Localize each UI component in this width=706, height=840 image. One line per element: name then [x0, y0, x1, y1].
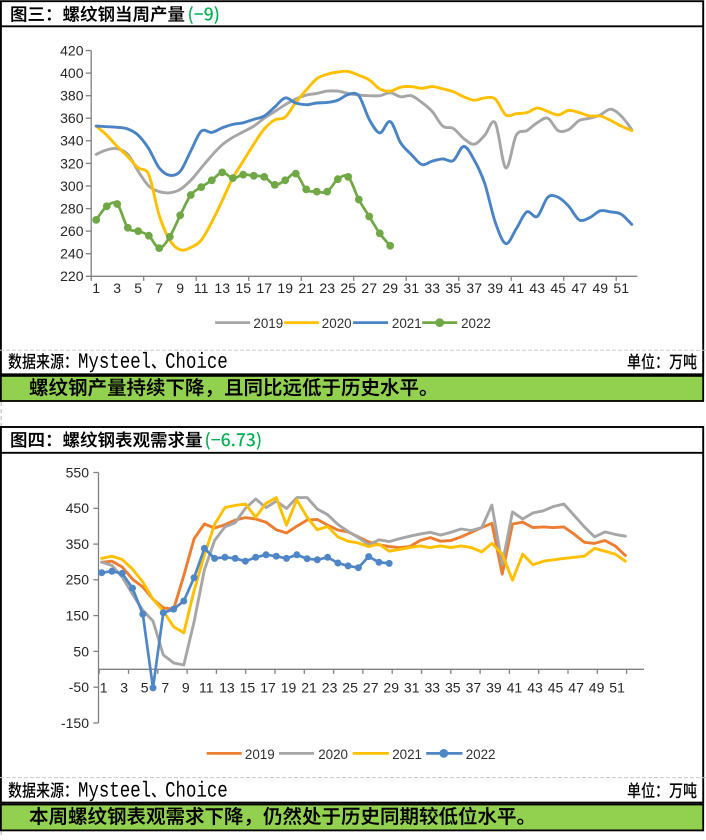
svg-text:5: 5	[141, 679, 149, 695]
svg-text:450: 450	[66, 500, 90, 516]
svg-text:45: 45	[548, 679, 564, 695]
svg-text:320: 320	[60, 155, 84, 171]
svg-text:340: 340	[60, 133, 84, 149]
svg-text:39: 39	[486, 679, 502, 695]
svg-text:-50: -50	[69, 679, 89, 695]
svg-text:9: 9	[182, 679, 190, 695]
svg-text:9: 9	[176, 280, 184, 296]
svg-text:300: 300	[60, 178, 84, 194]
svg-text:47: 47	[571, 280, 587, 296]
svg-text:240: 240	[60, 246, 84, 262]
svg-text:380: 380	[60, 88, 84, 104]
svg-text:1: 1	[92, 280, 100, 296]
svg-text:11: 11	[199, 679, 214, 695]
svg-text:2021: 2021	[392, 316, 422, 331]
svg-text:43: 43	[527, 679, 543, 695]
svg-text:2019: 2019	[253, 316, 283, 331]
svg-text:19: 19	[281, 679, 297, 695]
svg-text:2022: 2022	[466, 747, 496, 762]
svg-text:150: 150	[66, 608, 90, 624]
svg-text:2021: 2021	[392, 747, 422, 762]
svg-text:3: 3	[113, 280, 121, 296]
svg-text:7: 7	[161, 679, 169, 695]
svg-text:23: 23	[322, 679, 338, 695]
svg-text:17: 17	[260, 679, 276, 695]
svg-text:33: 33	[425, 679, 441, 695]
svg-text:33: 33	[424, 280, 440, 296]
svg-text:47: 47	[568, 679, 584, 695]
svg-text:35: 35	[445, 280, 461, 296]
svg-text:7: 7	[155, 280, 163, 296]
svg-text:25: 25	[342, 679, 358, 695]
svg-text:29: 29	[382, 280, 398, 296]
svg-text:15: 15	[240, 679, 256, 695]
svg-text:280: 280	[60, 201, 84, 217]
svg-text:3: 3	[120, 679, 128, 695]
svg-text:15: 15	[235, 280, 251, 296]
svg-text:45: 45	[550, 280, 566, 296]
svg-text:51: 51	[609, 679, 625, 695]
svg-text:13: 13	[214, 280, 230, 296]
svg-text:1: 1	[100, 679, 108, 695]
svg-text:50: 50	[73, 643, 89, 659]
svg-text:35: 35	[445, 679, 461, 695]
svg-text:37: 37	[466, 280, 482, 296]
svg-text:37: 37	[466, 679, 482, 695]
svg-text:350: 350	[66, 536, 90, 552]
svg-text:25: 25	[340, 280, 356, 296]
svg-text:400: 400	[60, 65, 84, 81]
svg-text:31: 31	[404, 679, 420, 695]
svg-text:29: 29	[383, 679, 399, 695]
svg-text:41: 41	[507, 679, 523, 695]
svg-text:23: 23	[319, 280, 335, 296]
svg-text:-150: -150	[61, 715, 89, 731]
svg-text:250: 250	[66, 572, 90, 588]
svg-text:260: 260	[60, 223, 84, 239]
svg-text:39: 39	[487, 280, 503, 296]
svg-text:17: 17	[256, 280, 272, 296]
svg-text:420: 420	[60, 42, 84, 58]
svg-text:41: 41	[508, 280, 524, 296]
svg-text:2020: 2020	[318, 747, 348, 762]
svg-text:21: 21	[298, 280, 314, 296]
svg-text:49: 49	[589, 679, 605, 695]
svg-text:220: 220	[60, 268, 84, 284]
svg-text:5: 5	[134, 280, 142, 296]
svg-text:19: 19	[277, 280, 293, 296]
svg-text:27: 27	[361, 280, 377, 296]
svg-text:11: 11	[194, 280, 209, 296]
svg-text:13: 13	[219, 679, 235, 695]
svg-text:21: 21	[301, 679, 317, 695]
svg-text:27: 27	[363, 679, 379, 695]
svg-text:360: 360	[60, 110, 84, 126]
svg-text:2020: 2020	[322, 316, 352, 331]
svg-text:51: 51	[613, 280, 629, 296]
svg-text:550: 550	[66, 464, 90, 480]
svg-text:2019: 2019	[245, 747, 275, 762]
svg-text:31: 31	[403, 280, 419, 296]
svg-text:43: 43	[529, 280, 545, 296]
svg-text:2022: 2022	[461, 316, 491, 331]
svg-text:49: 49	[592, 280, 608, 296]
